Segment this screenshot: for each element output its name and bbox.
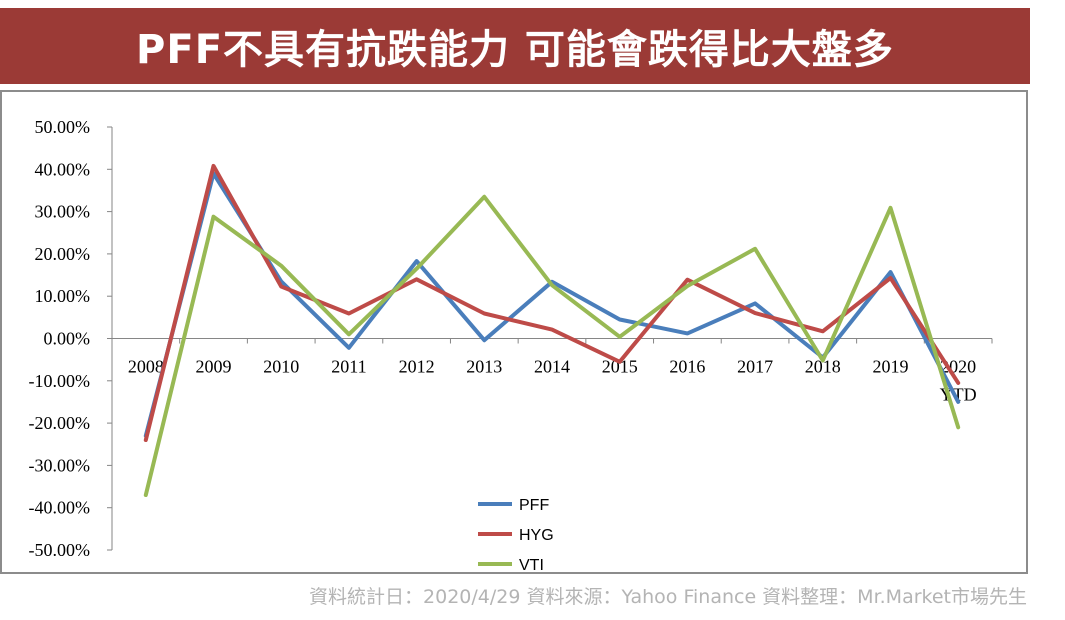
series-line-vti bbox=[143, 194, 961, 497]
legend: PFF HYG VTI bbox=[478, 497, 554, 572]
x-tick-label: 2019 bbox=[872, 357, 908, 377]
y-tick-label: 30.00% bbox=[35, 202, 91, 222]
title-banner: PFF不具有抗跌能力 可能會跌得比大盤多 bbox=[0, 8, 1030, 84]
legend-label-vti: VTI bbox=[519, 557, 544, 572]
line-chart: 50.00% 40.00% 30.00% 20.00% 10.00% 0.00% -10.0… bbox=[29, 117, 993, 572]
legend-label-hyg: HYG bbox=[519, 527, 554, 544]
x-tick-label: 2014 bbox=[534, 357, 570, 377]
series-line-pff bbox=[143, 171, 961, 438]
y-tick-label: -10.00% bbox=[29, 371, 91, 391]
x-tick-label: 2018 bbox=[805, 357, 841, 377]
x-tick-label: 2015 bbox=[602, 357, 638, 377]
x-tick-label: 2010 bbox=[263, 357, 299, 377]
y-tick-label: -40.00% bbox=[29, 498, 91, 518]
series-line-hyg bbox=[143, 163, 961, 442]
y-tick-label: -20.00% bbox=[29, 413, 91, 433]
legend-label-pff: PFF bbox=[519, 497, 549, 514]
page-title: PFF不具有抗跌能力 可能會跌得比大盤多 bbox=[136, 27, 894, 73]
chart-axes bbox=[111, 127, 992, 550]
y-axis-ticks: 50.00% 40.00% 30.00% 20.00% 10.00% 0.00% -10.0… bbox=[29, 117, 112, 560]
x-tick-label: 2011 bbox=[331, 357, 366, 377]
y-tick-label: 10.00% bbox=[35, 286, 91, 306]
y-tick-label: 20.00% bbox=[35, 244, 91, 264]
x-tick-label: 2017 bbox=[737, 357, 773, 377]
y-tick-label: -50.00% bbox=[29, 540, 91, 560]
chart-frame: 50.00% 40.00% 30.00% 20.00% 10.00% 0.00% -10.0… bbox=[0, 90, 1028, 574]
y-tick-label: 50.00% bbox=[35, 117, 91, 137]
x-tick-label: 2016 bbox=[669, 357, 705, 377]
x-tick-label: 2013 bbox=[466, 357, 502, 377]
y-tick-label: 0.00% bbox=[44, 329, 91, 349]
y-tick-label: 40.00% bbox=[35, 159, 91, 179]
x-tick-label: 2009 bbox=[196, 357, 232, 377]
y-tick-label: -30.00% bbox=[29, 455, 91, 475]
x-tick-label: 2008 bbox=[128, 357, 164, 377]
series-lines bbox=[143, 163, 961, 497]
x-tick-label: 2012 bbox=[399, 357, 435, 377]
source-footnote: 資料統計日：2020/4/29 資料來源：Yahoo Finance 資料整理：… bbox=[309, 586, 1027, 608]
x-axis-ticks: 2008 2009 2010 2011 2012 2013 2014 2015 2016 2017… bbox=[111, 338, 993, 405]
